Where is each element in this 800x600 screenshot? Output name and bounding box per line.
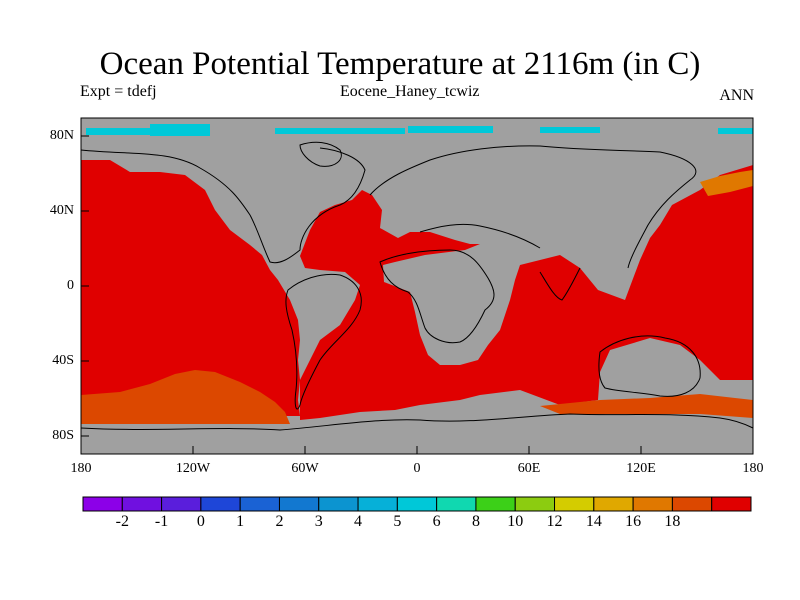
south-america-coast — [285, 273, 362, 410]
lat-label-80s: 80S — [52, 428, 74, 443]
colorbar-box — [475, 496, 516, 512]
colorbar-box — [514, 496, 556, 512]
arctic-ice-strip-2 — [150, 124, 210, 136]
lon-label-60w: 60W — [291, 461, 319, 476]
lat-label-40s: 40S — [52, 353, 74, 368]
lon-label-180w: 180 — [70, 461, 92, 476]
colorbar-box — [436, 496, 477, 512]
lat-label-40n: 40N — [49, 203, 74, 218]
case-label: Eocene_Haney_tcwiz — [340, 83, 480, 100]
colorbar-label: 6 — [432, 513, 441, 530]
north-pacific-warm-patch — [700, 170, 753, 196]
colorbar-box — [121, 496, 163, 512]
colorbar-box — [318, 496, 359, 512]
pacific-ocean-region — [81, 160, 300, 416]
greenland-coast — [299, 141, 342, 167]
coastlines — [80, 141, 754, 431]
colorbar — [82, 496, 752, 512]
antarctica-coast — [80, 413, 754, 431]
colorbar-label: 4 — [354, 513, 363, 530]
arctic-ice-strip-6 — [718, 128, 753, 134]
colorbar-label: 14 — [585, 513, 602, 530]
arctic-ice-strip-4 — [408, 126, 493, 133]
axis-ticks — [80, 135, 754, 454]
lon-label-120w: 120W — [175, 461, 211, 476]
colorbar-label: -2 — [115, 513, 129, 530]
arctic-ice-strip-1 — [86, 128, 206, 135]
colorbar-box — [239, 496, 280, 512]
colorbar-label: 16 — [625, 513, 642, 530]
arctic-ice-strip-3 — [275, 128, 405, 134]
map-panel — [80, 117, 754, 455]
colorbar-label: 18 — [664, 513, 681, 530]
atlantic-ocean-region — [300, 165, 753, 420]
colorbar-label: 5 — [393, 513, 402, 530]
colorbar-label: -1 — [154, 513, 169, 530]
mediterranean-coast — [419, 223, 541, 249]
colorbar-box — [711, 496, 752, 512]
experiment-label: Expt = tdefj — [80, 83, 157, 100]
season-label: ANN — [719, 87, 754, 104]
lon-label-180e: 180 — [742, 461, 764, 476]
colorbar-box — [278, 496, 320, 512]
lat-label-80n: 80N — [49, 128, 74, 143]
lon-label-120e: 120E — [626, 461, 656, 476]
colorbar-box — [593, 496, 634, 512]
colorbar-box — [82, 496, 123, 512]
colorbar-box — [632, 496, 673, 512]
north-america-coast — [80, 147, 366, 264]
colorbar-box — [554, 496, 595, 512]
colorbar-box — [200, 496, 241, 512]
europe-asia-coast — [369, 145, 697, 269]
southern-ocean-cool-band-east — [540, 394, 753, 418]
colorbar-label: 10 — [507, 513, 524, 530]
colorbar-box — [357, 496, 398, 512]
colorbar-box — [396, 496, 438, 512]
colorbar-label: 0 — [196, 513, 205, 530]
india-coast — [539, 267, 581, 301]
colorbar-box — [671, 496, 713, 512]
lon-label-60e: 60E — [517, 461, 541, 476]
colorbar-label: 12 — [546, 513, 563, 530]
colorbar-label: 1 — [236, 513, 245, 530]
arctic-ice-strip-5 — [540, 127, 600, 133]
southern-ocean-cool-band — [81, 370, 290, 424]
lat-label-0: 0 — [67, 278, 74, 293]
chart-title: Ocean Potential Temperature at 2116m (in… — [99, 46, 701, 82]
lon-label-0: 0 — [413, 461, 421, 476]
colorbar-label: 3 — [314, 513, 323, 530]
australia-coast — [598, 335, 701, 397]
colorbar-label: 2 — [275, 513, 284, 530]
colorbar-label: 8 — [471, 513, 480, 530]
colorbar-box — [161, 496, 202, 512]
africa-coast — [379, 249, 495, 344]
